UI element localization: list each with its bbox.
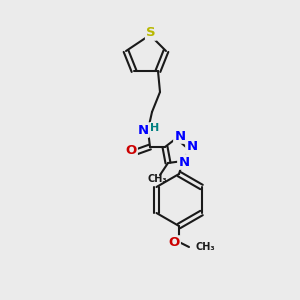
Text: N: N [178, 155, 190, 169]
Text: CH₃: CH₃ [195, 242, 214, 252]
Text: N: N [186, 140, 198, 154]
Text: S: S [146, 26, 156, 40]
Text: N: N [137, 124, 148, 136]
Text: O: O [125, 145, 136, 158]
Text: CH₃: CH₃ [147, 174, 167, 184]
Text: H: H [150, 123, 160, 133]
Text: N: N [174, 130, 186, 142]
Text: O: O [168, 236, 180, 250]
